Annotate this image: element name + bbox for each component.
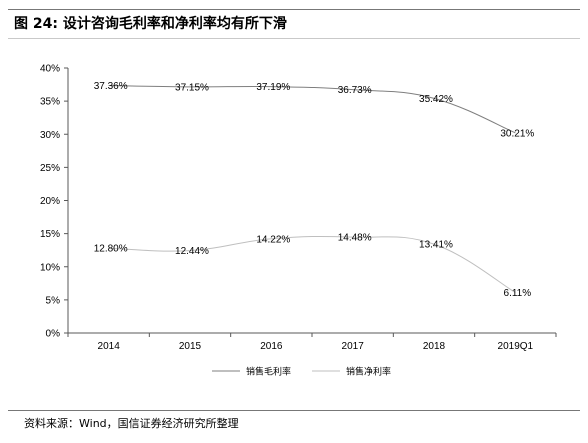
x-tick-label: 2016 — [260, 341, 283, 352]
data-label: 36.73% — [338, 85, 372, 96]
bottom-rule — [8, 410, 580, 411]
data-label: 37.19% — [256, 82, 290, 93]
title-rule — [8, 38, 580, 39]
x-tick-label: 2017 — [342, 341, 365, 352]
y-tick-label: 25% — [40, 163, 60, 174]
y-tick-label: 35% — [40, 97, 60, 108]
figure-title: 图 24: 设计咨询毛利率和净利率均有所下滑 — [14, 16, 287, 32]
y-tick-label: 20% — [40, 196, 60, 207]
legend-label: 销售净利率 — [346, 366, 391, 378]
series-line-1 — [108, 84, 516, 134]
data-labels: 37.36% 37.15% 37.19% 36.73% 35.42% 30.21% 12.8… — [94, 81, 535, 299]
data-label: 37.15% — [175, 82, 209, 93]
data-label: 35.42% — [419, 94, 453, 105]
x-tick-label: 2018 — [423, 341, 446, 352]
data-label: 13.41% — [419, 240, 453, 251]
data-label: 30.21% — [500, 128, 534, 139]
chart-legend: 销售毛利率 销售净利率 — [212, 366, 391, 378]
x-tick-label: 2019Q1 — [498, 341, 534, 352]
data-label: 14.22% — [256, 234, 290, 245]
series-layer — [108, 84, 516, 293]
y-tick-label: 0% — [46, 329, 61, 340]
x-tick-label: 2014 — [98, 341, 121, 352]
legend-label: 销售毛利率 — [246, 366, 291, 378]
top-rule — [8, 9, 580, 10]
y-tick-label: 40% — [40, 64, 60, 75]
data-label: 6.11% — [504, 288, 532, 299]
x-tick-label: 2015 — [179, 341, 202, 352]
data-label: 14.48% — [338, 233, 372, 244]
chart-axes: 0% 5% 10% 15% 20% 25% 30% 35% 40% 2014 2015 2016 201… — [40, 64, 557, 352]
data-label: 37.36% — [94, 81, 128, 92]
series-line-2 — [108, 235, 516, 293]
y-tick-label: 10% — [40, 262, 60, 273]
y-tick-label: 15% — [40, 229, 60, 240]
source-note: 资料来源：Wind，国信证券经济研究所整理 — [24, 417, 239, 430]
data-label: 12.44% — [175, 246, 209, 257]
y-tick-label: 5% — [46, 295, 61, 306]
data-label: 12.80% — [94, 244, 128, 255]
y-tick-label: 30% — [40, 130, 60, 141]
